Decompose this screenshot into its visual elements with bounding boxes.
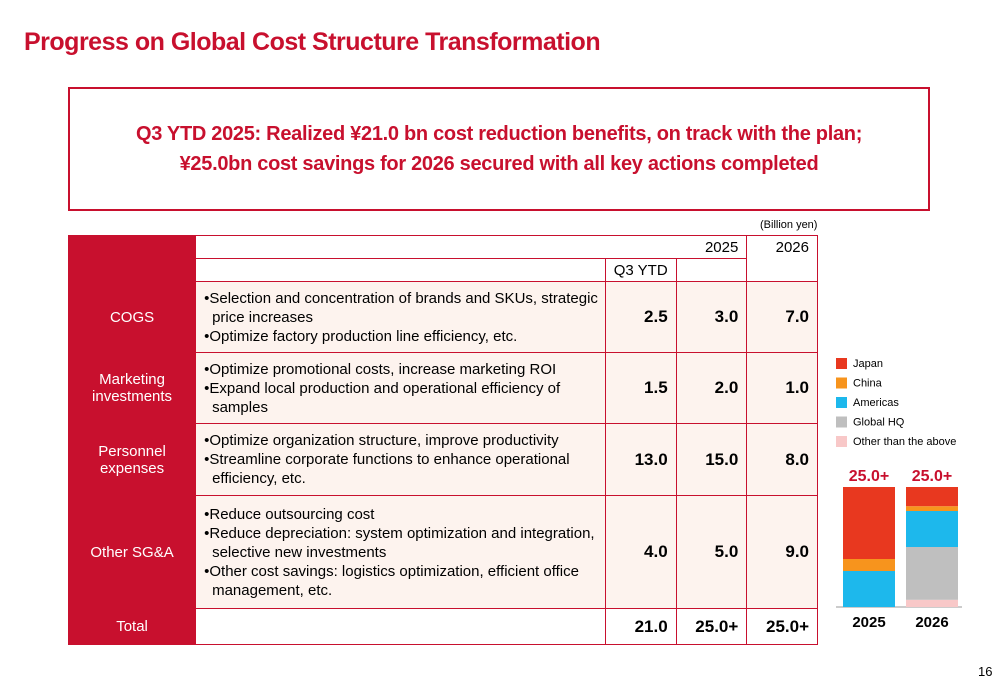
row-label: Personnel expenses: [67, 423, 197, 496]
bullet-text: Reduce depreciation: system optimization…: [209, 524, 595, 561]
value-cell: 13.0: [605, 423, 677, 496]
header-cell: [195, 258, 607, 282]
value-cell: 7.0: [746, 281, 818, 353]
bullet-item: •Streamline corporate functions to enhan…: [204, 451, 570, 487]
legend-swatch: [836, 416, 847, 428]
bullet-text: Expand local production and operational …: [209, 379, 561, 416]
legend-label: China: [853, 378, 883, 390]
description: •Optimize promotional costs, increase ma…: [195, 352, 607, 424]
table-row: Other SG&A •Reduce outsourcing cost •Reduc…: [67, 495, 818, 609]
legend-label: Other than the above: [853, 436, 956, 448]
bullet-item: •Selection and concentration of brands a…: [204, 289, 598, 326]
bar-segment: [906, 599, 958, 607]
table-row: COGS •Selection and concentration of bran…: [67, 281, 818, 353]
bullet-item: •Optimize promotional costs, increase ma…: [204, 360, 557, 378]
corner-cell: [67, 235, 197, 282]
header-cell: 2026: [746, 235, 818, 282]
table-row: Marketing investments •Optimize promotion…: [67, 352, 818, 424]
row-label: Marketing investments: [67, 352, 197, 424]
row-label: Other SG&A: [67, 495, 197, 609]
row-label: COGS: [67, 281, 197, 353]
value-cell: 8.0: [746, 423, 818, 496]
value-cell: 21.0: [605, 608, 677, 645]
banner-line: ¥25.0bn cost savings for 2026 secured wi…: [179, 153, 819, 175]
legend-swatch: [836, 377, 847, 389]
description: •Optimize organization structure, improv…: [195, 423, 607, 496]
total-row: Total 21.0 25.0+ 25.0+: [67, 608, 818, 645]
bar-segment: [906, 487, 958, 507]
bullet-text: Streamline corporate functions to enhanc…: [209, 451, 570, 487]
bullet-item: •Reduce outsourcing cost: [204, 505, 375, 523]
x-tick-label: 2025: [852, 614, 885, 631]
legend-label: Japan: [853, 358, 883, 370]
unit-label: (Billion yen): [760, 219, 818, 231]
legend-swatch: [836, 436, 847, 447]
description: •Selection and concentration of brands a…: [195, 281, 607, 353]
bullet-item: •Optimize organization structure, improv…: [204, 432, 559, 449]
cost-table: 2025 2026 Q3 YTD COGS •Selection and conc…: [67, 235, 818, 645]
x-tick-label: 2026: [915, 614, 948, 631]
bullet-text: Optimize promotional costs, increase mar…: [209, 360, 557, 378]
value-cell: 3.0: [675, 281, 748, 353]
bullet-text: Reduce outsourcing cost: [209, 505, 375, 523]
row-label: Total: [67, 608, 197, 645]
chart: Japan China Americas Global HQ Other than th…: [836, 358, 962, 631]
bullet-text: Optimize organization structure, improve…: [209, 432, 559, 449]
header-cell: 2025: [195, 235, 748, 259]
total-label: 25.0+: [912, 468, 952, 485]
bullet-text: Other cost savings: logistics optimizati…: [209, 562, 579, 599]
description: •Reduce outsourcing cost •Reduce deprecia…: [195, 495, 607, 609]
bar-segment: [906, 506, 958, 511]
header-cell: [675, 258, 748, 282]
legend-swatch: [836, 358, 847, 369]
bar-segment: [843, 487, 895, 559]
value-cell: 1.5: [605, 352, 677, 424]
page-number: 16: [978, 664, 993, 679]
table-row: Personnel expenses •Optimize organization…: [67, 423, 818, 496]
bullet-item: •Optimize factory production line effici…: [204, 327, 518, 345]
bullet-item: •Other cost savings: logistics optimizat…: [204, 562, 579, 599]
value-cell: 1.0: [746, 352, 818, 424]
slide-title: Progress on Global Cost Structure Transf…: [24, 28, 601, 56]
header-row: Q3 YTD: [69, 258, 818, 282]
banner: Q3 YTD 2025: Realized ¥21.0 bn cost redu…: [68, 87, 930, 211]
value-cell: 9.0: [746, 495, 818, 609]
description: [195, 608, 607, 645]
total-label: 25.0+: [849, 468, 889, 485]
bar-segment: [906, 511, 958, 547]
value-cell: 25.0+: [675, 608, 748, 645]
bullet-item: •Reduce depreciation: system optimizatio…: [204, 524, 595, 561]
banner-line: Q3 YTD 2025: Realized ¥21.0 bn cost redu…: [135, 123, 863, 145]
bar-segment: [843, 571, 895, 607]
header-row: 2025 2026: [67, 235, 818, 282]
value-cell: 5.0: [675, 495, 748, 609]
bullet-item: •Expand local production and operational…: [204, 379, 561, 416]
value-cell: 2.5: [605, 281, 677, 353]
bar-segment: [843, 559, 895, 571]
legend-swatch: [836, 397, 847, 408]
header-cell: Q3 YTD: [605, 258, 677, 282]
value-cell: 25.0+: [746, 608, 818, 645]
bar-segment: [906, 547, 958, 600]
legend-label: Americas: [853, 397, 899, 409]
value-cell: 2.0: [675, 352, 748, 424]
legend-label: Global HQ: [853, 417, 905, 429]
bullet-text: Selection and concentration of brands an…: [209, 289, 598, 326]
value-cell: 15.0: [675, 423, 748, 496]
bullet-text: Optimize factory production line efficie…: [209, 327, 518, 345]
value-cell: 4.0: [605, 495, 677, 609]
